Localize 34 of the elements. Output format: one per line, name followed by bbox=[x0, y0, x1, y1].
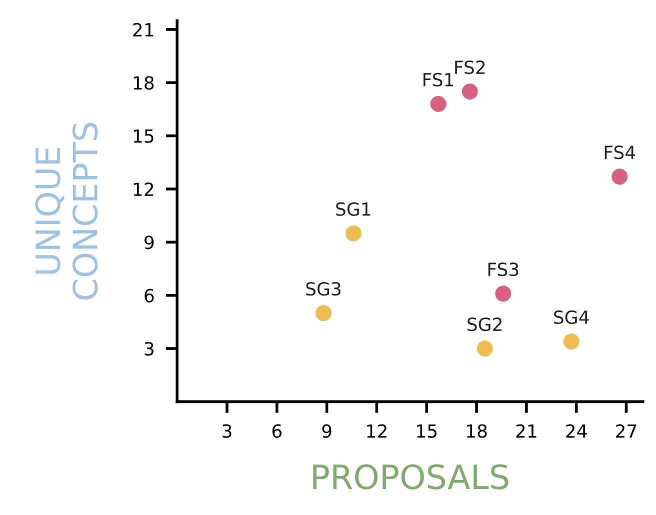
x-tick-label: 27 bbox=[616, 424, 636, 438]
annotation: FS2 bbox=[455, 60, 485, 74]
annotation: FS3 bbox=[488, 262, 518, 276]
x-tick-label: 24 bbox=[566, 424, 587, 438]
point bbox=[462, 84, 478, 100]
x-tick-label: 9 bbox=[322, 424, 332, 438]
x-tick-label: 6 bbox=[272, 424, 282, 438]
annotation: SG4 bbox=[554, 310, 589, 324]
annotation: FS1 bbox=[424, 72, 454, 87]
point bbox=[612, 168, 628, 185]
point bbox=[563, 333, 580, 350]
y-tick-label: 9 bbox=[144, 236, 154, 250]
x-tick-label: 18 bbox=[467, 424, 487, 438]
x-tick-label: 15 bbox=[417, 424, 437, 438]
annotation: SG2 bbox=[468, 317, 502, 332]
point bbox=[495, 286, 512, 302]
annotation: SG1 bbox=[336, 202, 370, 216]
point bbox=[316, 305, 332, 322]
point bbox=[345, 225, 362, 242]
point bbox=[430, 96, 446, 112]
x-axis-title: PROPOSALS bbox=[313, 464, 508, 490]
x-tick-label: 3 bbox=[222, 424, 232, 438]
y-tick-label: 15 bbox=[134, 130, 154, 143]
annotation: FS4 bbox=[604, 146, 636, 160]
y-tick-label: 18 bbox=[134, 76, 154, 90]
y-tick-label: 12 bbox=[134, 182, 154, 196]
y-tick-label: 6 bbox=[144, 288, 154, 302]
y-tick-label: 21 bbox=[133, 22, 154, 36]
annotation: SG3 bbox=[306, 282, 341, 296]
y-axis-title: UNIQUE CONCEPTS bbox=[35, 122, 98, 300]
y-tick-label: 3 bbox=[144, 342, 154, 356]
point bbox=[476, 340, 493, 356]
x-tick-label: 21 bbox=[516, 424, 536, 438]
x-tick-label: 12 bbox=[367, 424, 386, 438]
